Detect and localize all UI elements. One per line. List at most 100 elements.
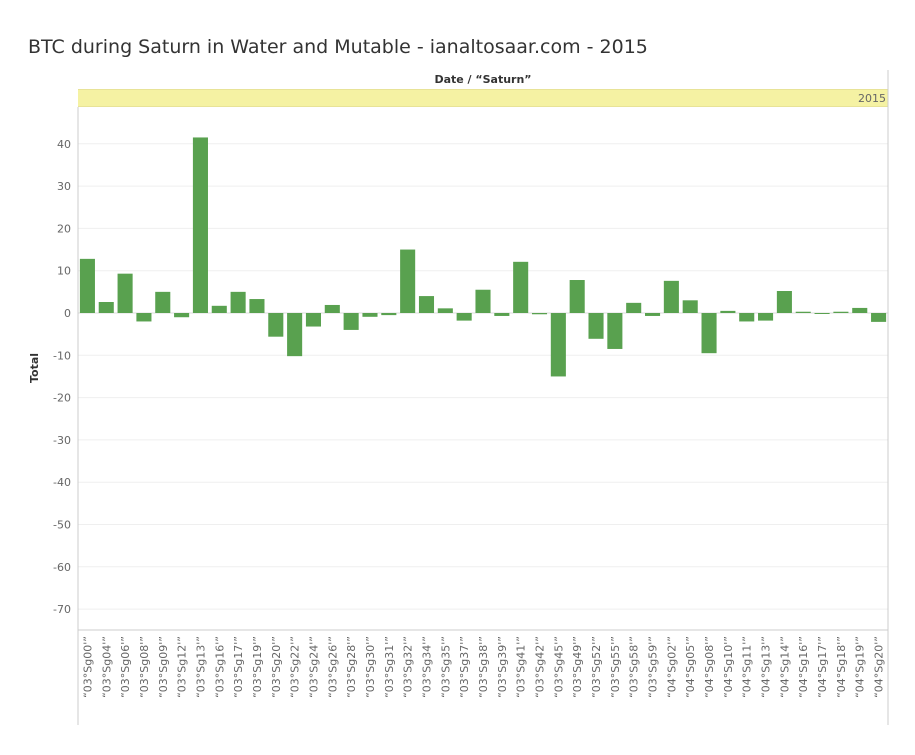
x-tick-label: “03°Sg59'” — [647, 636, 660, 698]
x-tick-label: “03°Sg45'” — [552, 636, 565, 698]
bar[interactable] — [456, 313, 472, 321]
bar[interactable] — [871, 313, 887, 322]
x-tick-label: “04°Sg19'” — [854, 636, 867, 698]
gridlines — [78, 143, 888, 610]
bar[interactable] — [833, 311, 849, 313]
x-tick-label: “04°Sg02'” — [665, 636, 678, 698]
x-tick-label: “03°Sg55'” — [609, 636, 622, 698]
y-tick-label: -10 — [53, 349, 71, 362]
x-tick-label: “03°Sg37'” — [458, 636, 471, 698]
bar[interactable] — [607, 313, 623, 349]
y-tick-label: 20 — [57, 222, 71, 235]
x-tick-label: “04°Sg08'” — [703, 636, 716, 698]
x-tick-label: “03°Sg19'” — [251, 636, 264, 698]
y-axis-ticks: 40 30 20 10 0 -10 -20 -30 -40 -50 -60 -70 — [53, 138, 71, 616]
bar[interactable] — [362, 313, 378, 317]
bar[interactable] — [550, 313, 566, 377]
bar[interactable] — [645, 313, 661, 316]
x-tick-label: “04°Sg11'” — [741, 636, 754, 698]
x-tick-label: “04°Sg05'” — [684, 636, 697, 698]
bar[interactable] — [531, 313, 548, 315]
x-axis-ticks: “03°Sg00'” “03°Sg04'” “03°Sg06'” “03°Sg08'”… — [81, 636, 885, 698]
year-label: 2015 — [858, 92, 886, 105]
bar[interactable] — [287, 313, 303, 357]
y-tick-label: -70 — [53, 603, 71, 616]
bar[interactable] — [852, 307, 868, 313]
bar[interactable] — [494, 313, 510, 316]
column-header: Date / “Saturn” — [434, 73, 532, 86]
bar[interactable] — [475, 289, 491, 313]
y-tick-label: -60 — [53, 561, 71, 574]
x-tick-label: “03°Sg38'” — [477, 636, 490, 698]
x-tick-label: “04°Sg17'” — [816, 636, 829, 698]
bar[interactable] — [663, 280, 679, 313]
y-tick-label: 40 — [57, 138, 71, 151]
x-tick-label: “04°Sg13'” — [760, 636, 773, 698]
bar[interactable] — [249, 299, 265, 313]
x-tick-label: “04°Sg14'” — [778, 636, 791, 698]
bar[interactable] — [795, 311, 811, 313]
x-tick-label: “03°Sg49'” — [571, 636, 584, 698]
y-tick-label: 0 — [64, 307, 71, 320]
bar[interactable] — [588, 313, 604, 339]
bar[interactable] — [136, 313, 152, 322]
bar[interactable] — [211, 305, 227, 313]
bar[interactable] — [400, 249, 416, 313]
bar[interactable] — [739, 313, 755, 322]
x-tick-label: “03°Sg24'” — [307, 636, 320, 698]
x-tick-label: “03°Sg13'” — [194, 636, 207, 698]
bar[interactable] — [626, 302, 642, 313]
y-tick-label: -30 — [53, 434, 71, 447]
y-tick-label: 10 — [57, 265, 71, 278]
bar[interactable] — [192, 137, 208, 313]
x-tick-label: “03°Sg20'” — [270, 636, 283, 698]
bar[interactable] — [230, 291, 246, 313]
y-tick-label: -50 — [53, 519, 71, 532]
x-tick-label: “03°Sg09'” — [157, 636, 170, 698]
bar[interactable] — [381, 313, 397, 316]
bar[interactable] — [79, 258, 95, 313]
x-tick-label: “03°Sg39'” — [496, 636, 509, 698]
bar[interactable] — [324, 304, 340, 313]
x-tick-label: “03°Sg08'” — [138, 636, 151, 698]
x-tick-label: “03°Sg30'” — [364, 636, 377, 698]
bar[interactable] — [437, 308, 453, 313]
x-tick-label: “03°Sg42'” — [534, 636, 547, 698]
bar[interactable] — [682, 300, 698, 313]
x-tick-label: “03°Sg35'” — [439, 636, 452, 698]
bar[interactable] — [305, 313, 321, 327]
bar[interactable] — [569, 280, 585, 313]
bar[interactable] — [98, 302, 114, 313]
bar[interactable] — [343, 313, 359, 330]
bar[interactable] — [174, 313, 190, 318]
y-tick-label: 30 — [57, 180, 71, 193]
bar[interactable] — [418, 296, 435, 313]
x-tick-label: “03°Sg28'” — [345, 636, 358, 698]
x-tick-label: “03°Sg16'” — [213, 636, 226, 698]
bars — [79, 137, 887, 377]
x-tick-label: “03°Sg41'” — [515, 636, 528, 698]
x-tick-label: “03°Sg58'” — [628, 636, 641, 698]
bar[interactable] — [720, 310, 736, 313]
chart-title: BTC during Saturn in Water and Mutable -… — [28, 36, 648, 58]
x-tick-label: “03°Sg26'” — [326, 636, 339, 698]
bar[interactable] — [155, 291, 171, 313]
x-tick-label: “03°Sg12'” — [176, 636, 189, 698]
bar[interactable] — [513, 261, 529, 313]
x-tick-label: “03°Sg00'” — [81, 636, 94, 698]
bar[interactable] — [268, 313, 284, 337]
x-tick-label: “03°Sg22'” — [289, 636, 302, 698]
x-tick-label: “03°Sg31'” — [383, 636, 396, 698]
bar[interactable] — [758, 313, 774, 321]
x-tick-label: “03°Sg32'” — [402, 636, 415, 698]
x-tick-label: “03°Sg06'” — [119, 636, 132, 698]
bar[interactable] — [814, 313, 830, 314]
year-band[interactable]: 2015 — [78, 89, 888, 107]
bar[interactable] — [701, 313, 717, 354]
bar[interactable] — [776, 291, 792, 313]
x-tick-label: “04°Sg16'” — [797, 636, 810, 698]
x-tick-label: “03°Sg04'” — [100, 636, 113, 698]
bar[interactable] — [117, 273, 133, 313]
x-tick-label: “03°Sg17'” — [232, 636, 245, 698]
